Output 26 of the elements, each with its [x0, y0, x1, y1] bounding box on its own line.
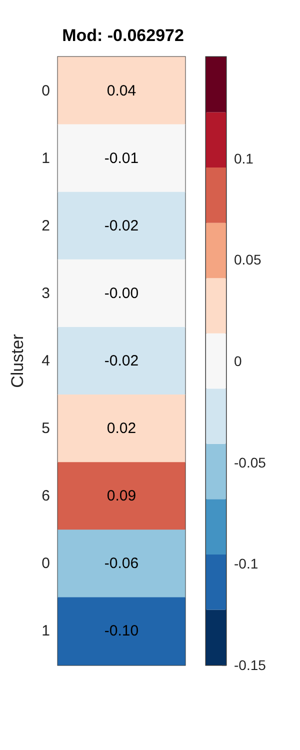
data-label: -0.06 [104, 555, 139, 572]
color-bar-label: -0.15 [234, 657, 266, 673]
y-tick-label: 5 [42, 420, 50, 438]
data-label: -0.10 [104, 622, 139, 640]
color-bar-label: 0 [234, 353, 242, 369]
y-tick-label: 3 [42, 284, 50, 302]
chart-title: Mod: -0.062972 [62, 26, 184, 45]
y-tick-label: 1 [42, 150, 50, 167]
y-tick-label: 1 [42, 622, 50, 640]
y-axis-title: Cluster [8, 334, 27, 388]
color-bar-label: 0.1 [234, 150, 254, 166]
color-bar-label: -0.1 [234, 556, 258, 572]
data-label: -0.02 [104, 352, 139, 370]
data-label: 0.04 [106, 82, 136, 100]
y-tick-label: 6 [42, 488, 50, 505]
y-tick-label: 4 [42, 352, 50, 370]
y-tick-label: 0 [42, 82, 50, 100]
color-bar-label: -0.05 [234, 454, 266, 470]
y-tick-label: 2 [42, 217, 50, 234]
data-label: 0.02 [106, 420, 136, 438]
data-label: -0.01 [104, 150, 139, 167]
data-label: -0.00 [104, 284, 139, 302]
data-label: -0.02 [104, 217, 139, 234]
color-bar-label: 0.05 [234, 252, 262, 268]
data-label: 0.09 [106, 488, 136, 505]
y-tick-label: 0 [42, 555, 50, 572]
